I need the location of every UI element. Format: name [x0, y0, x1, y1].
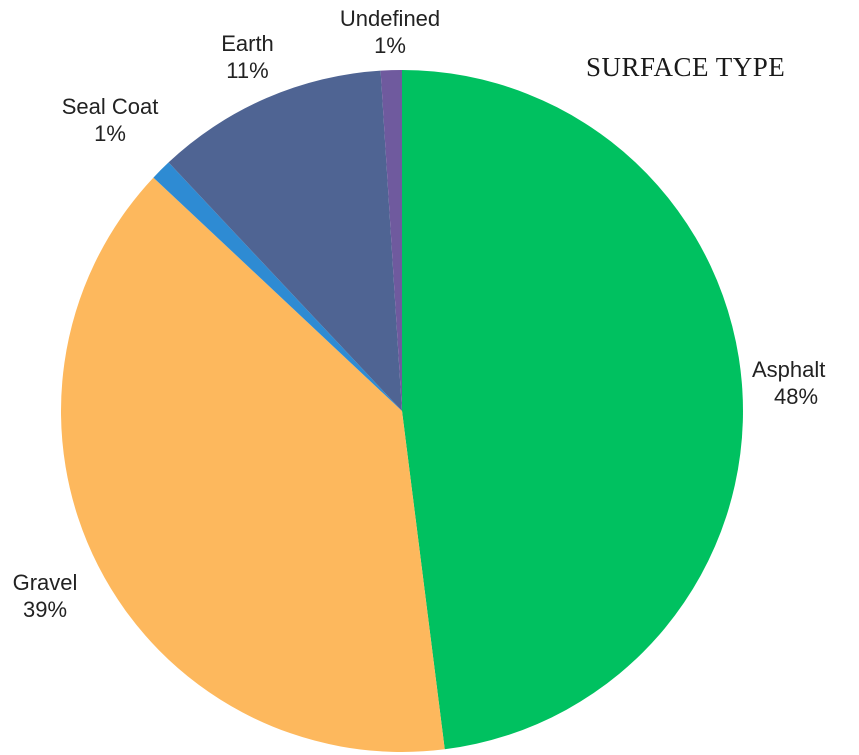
slice-label-value: 11%	[226, 58, 269, 83]
pie-slice-gravel	[60, 177, 445, 752]
slice-label-asphalt: Asphalt 48%	[752, 356, 859, 410]
slice-label-earth: Earth 11%	[200, 30, 295, 84]
slice-label-name: Undefined	[339, 6, 441, 31]
pie-slice-undefined	[380, 70, 402, 411]
pie-slice-seal-coat	[153, 162, 402, 411]
slice-label-seal-coat: Seal Coat 1%	[40, 93, 180, 147]
slice-label-value: 48%	[774, 384, 819, 409]
slice-label-value: 1%	[374, 33, 406, 58]
pie-slice-asphalt	[402, 70, 743, 750]
slice-label-value: 39%	[22, 597, 68, 622]
chart-title: SURFACE TYPE	[586, 52, 786, 82]
pie-slice-earth	[168, 70, 402, 412]
slice-label-value: 1%	[94, 121, 126, 146]
slice-label-name: Seal Coat	[61, 94, 159, 119]
slice-label-name: Earth	[221, 31, 274, 56]
slice-label-name: Gravel	[12, 570, 78, 595]
slice-label-name: Asphalt	[752, 357, 826, 382]
slice-label-gravel: Gravel 39%	[0, 569, 90, 623]
slice-label-undefined: Undefined 1%	[315, 5, 465, 59]
